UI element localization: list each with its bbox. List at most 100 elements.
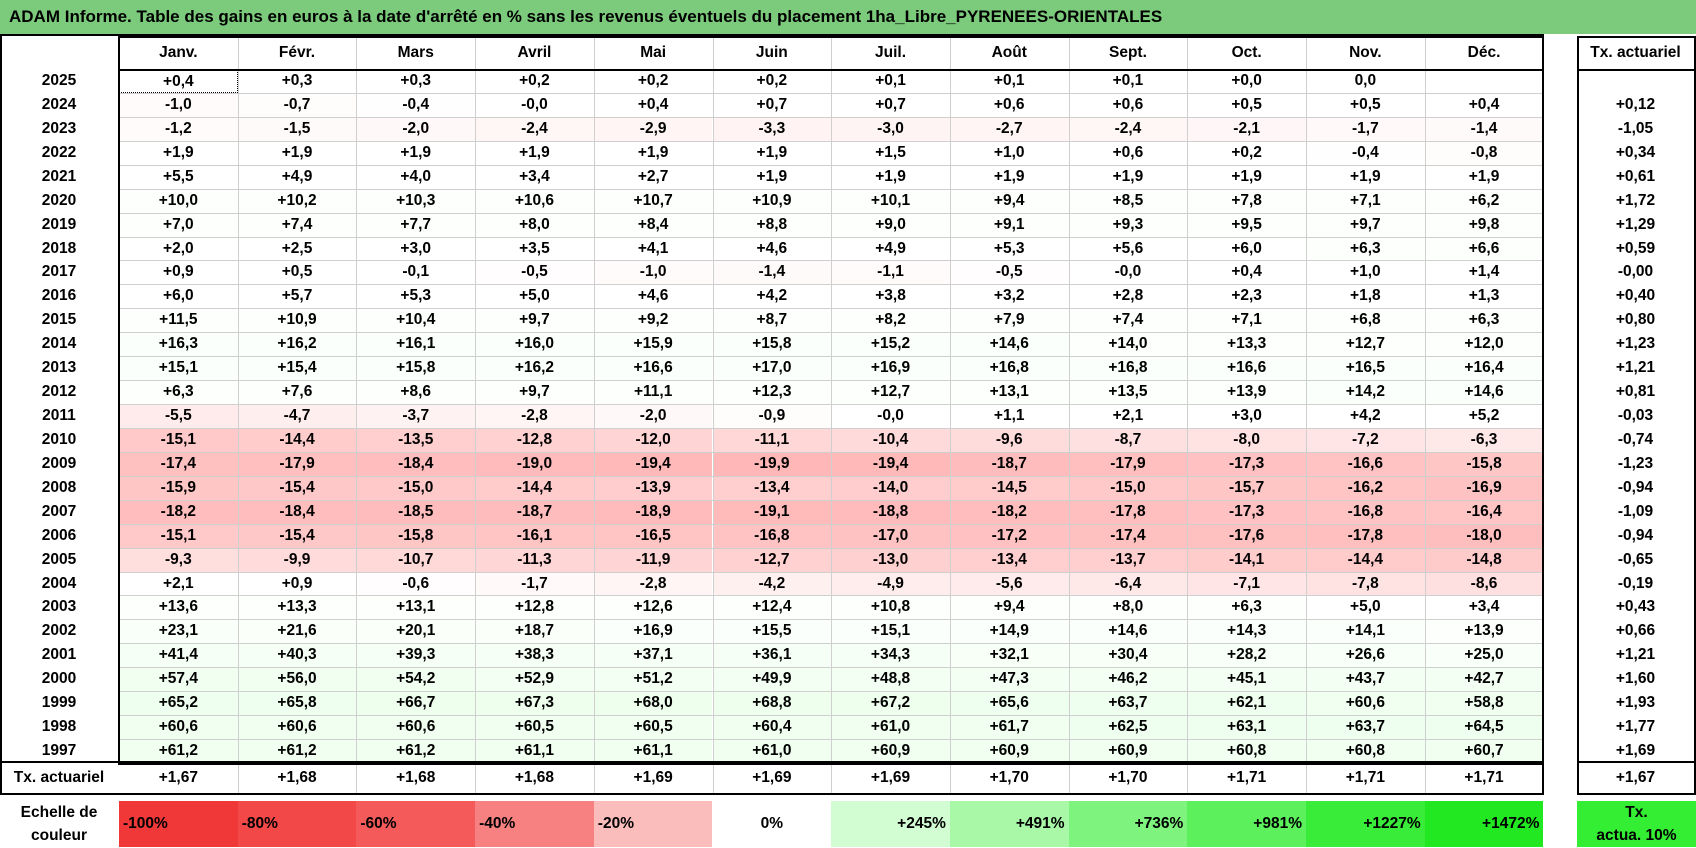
gain-cell: +8,0 <box>475 212 594 237</box>
gain-cell: +13,9 <box>1187 380 1306 404</box>
gain-cell: +34,3 <box>831 643 950 668</box>
tx-actuariel-cell: -0,19 <box>1617 574 1654 592</box>
gain-cell: +52,9 <box>475 667 594 692</box>
gain-cell: +6,0 <box>119 284 238 309</box>
grid-line <box>1425 36 1426 794</box>
footer-tx-cell: +1,70 <box>989 769 1029 786</box>
gain-cell: -11,3 <box>475 547 594 572</box>
footer-tx-cell: +1,71 <box>1464 769 1504 786</box>
gain-cell: -3,3 <box>712 116 832 141</box>
gain-cell: +60,6 <box>119 715 238 740</box>
gain-cell: -1,0 <box>593 260 713 285</box>
gain-cell: -19,1 <box>712 499 832 524</box>
gain-cell: +5,6 <box>1068 236 1188 261</box>
color-scale-label: Echelle de couleur <box>0 801 118 847</box>
gain-cell: -16,5 <box>593 523 713 548</box>
grid-line <box>594 36 595 794</box>
gain-cell: +37,1 <box>593 643 713 668</box>
gain-cell: -19,4 <box>831 451 950 476</box>
gain-cell: +6,3 <box>1187 595 1306 620</box>
gain-cell: -16,2 <box>1306 475 1425 500</box>
footer-tx-cell: +1,67 <box>158 769 198 786</box>
grid-line <box>238 36 239 794</box>
gain-cell: +8,4 <box>593 212 713 237</box>
gain-cell: +9,2 <box>593 308 713 333</box>
gain-cell: +61,2 <box>356 739 476 763</box>
gain-cell: +13,1 <box>949 380 1069 404</box>
gain-cell: +60,9 <box>949 739 1069 763</box>
gain-cell: +9,4 <box>949 188 1069 213</box>
gain-cell: -16,9 <box>1424 475 1544 500</box>
gain-cell: +10,7 <box>593 188 713 213</box>
gain-cell: +60,8 <box>1187 739 1306 763</box>
month-header: Mai <box>640 44 667 61</box>
gain-cell: +6,3 <box>1306 236 1425 261</box>
gain-cell: +0,4 <box>1424 92 1544 117</box>
year-label: 2023 <box>41 119 77 137</box>
year-label: 2021 <box>41 167 77 185</box>
gain-cell: -3,7 <box>356 404 476 428</box>
gain-cell: -18,9 <box>593 499 713 524</box>
gain-cell: -14,4 <box>475 475 594 500</box>
gain-cell: +57,4 <box>119 667 238 692</box>
gain-cell: -8,0 <box>1187 427 1306 452</box>
grid-line <box>475 36 476 794</box>
gain-cell: +16,1 <box>356 332 476 357</box>
gain-cell: +0,2 <box>712 69 832 93</box>
year-label: 2020 <box>41 191 77 209</box>
tx-actuariel-cell: +1,77 <box>1615 718 1656 736</box>
gain-cell: +7,4 <box>1068 308 1188 333</box>
gain-cell: +0,5 <box>1306 92 1425 117</box>
gain-cell: +1,4 <box>1424 260 1544 285</box>
month-header: Sept. <box>1108 44 1147 61</box>
tx-scale-line2: actua. 10% <box>1596 827 1677 844</box>
gain-cell: -2,0 <box>593 404 713 428</box>
grid-line <box>831 36 832 794</box>
year-label: 2007 <box>41 502 77 520</box>
gain-cell: +15,4 <box>237 356 357 381</box>
gain-cell: +15,1 <box>119 356 238 381</box>
month-header: Mars <box>397 44 434 61</box>
year-label: 2025 <box>41 72 77 89</box>
gain-cell: +0,0 <box>1187 69 1306 93</box>
gain-cell: -18,2 <box>119 499 238 524</box>
gain-cell: +1,9 <box>593 140 713 165</box>
gain-cell: +7,1 <box>1187 308 1306 333</box>
gain-cell: +41,4 <box>119 643 238 668</box>
gain-cell: -1,7 <box>1306 116 1425 141</box>
gain-cell: +2,1 <box>119 571 238 596</box>
year-label: 2005 <box>41 550 77 568</box>
gain-cell: +13,6 <box>119 595 238 620</box>
gain-cell: -14,5 <box>949 475 1069 500</box>
gain-cell: -0,6 <box>356 571 476 596</box>
gain-cell: -14,1 <box>1187 547 1306 572</box>
gain-cell: +28,2 <box>1187 643 1306 668</box>
gain-cell: +1,9 <box>712 140 832 165</box>
gain-cell: +1,9 <box>831 164 950 189</box>
gain-cell: -12,7 <box>712 547 832 572</box>
gain-cell: -16,1 <box>475 523 594 548</box>
month-header: Oct. <box>1231 44 1262 61</box>
gain-cell: +9,7 <box>475 308 594 333</box>
gain-cell: +2,8 <box>1068 284 1188 309</box>
color-scale-label-line2: couleur <box>31 827 87 844</box>
gain-cell: -11,1 <box>712 427 832 452</box>
gain-cell: +3,8 <box>831 284 950 309</box>
year-label: 2024 <box>41 95 77 113</box>
gain-cell: +0,6 <box>1068 92 1188 117</box>
gain-cell: -0,0 <box>1068 260 1188 285</box>
gain-cell: +12,7 <box>1306 332 1425 357</box>
gain-cell: +61,7 <box>949 715 1069 740</box>
tx-actuariel-cell: -0,94 <box>1617 526 1654 544</box>
year-label: 2008 <box>41 478 77 496</box>
gain-cell: +0,2 <box>475 69 594 93</box>
tx-actuariel-cell: +0,80 <box>1615 311 1656 329</box>
gain-cell: -0,1 <box>356 260 476 285</box>
gain-cell: -17,0 <box>831 523 950 548</box>
month-header: Janv. <box>159 44 198 61</box>
tx-actuariel-cell: +0,59 <box>1615 239 1656 257</box>
gain-cell: -13,9 <box>593 475 713 500</box>
gain-cell: -0,5 <box>949 260 1069 285</box>
gain-cell: +1,1 <box>949 404 1069 428</box>
year-label: 2000 <box>41 670 77 688</box>
